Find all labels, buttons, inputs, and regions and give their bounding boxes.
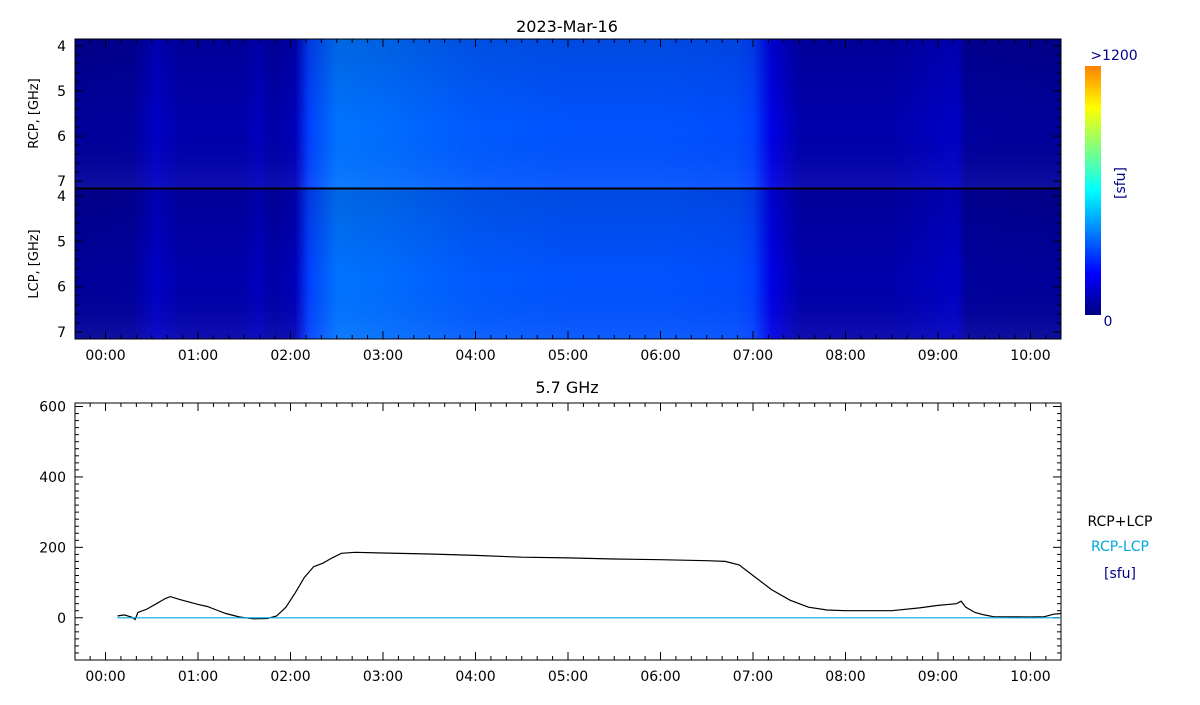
heatmap-xtick-label: 03:00 xyxy=(363,348,403,364)
lcp-heatmap-shading xyxy=(75,189,1061,339)
legend-units-label: [sfu] xyxy=(1104,566,1136,582)
rcp-ytick-label: 7 xyxy=(57,174,66,190)
colorbar-min-label: 0 xyxy=(1104,314,1113,330)
line-ytick-label: 0 xyxy=(57,611,66,627)
line-xtick-label: 02:00 xyxy=(270,669,310,685)
heatmap-xtick-label: 10:00 xyxy=(1010,348,1050,364)
rcp-ytick-label: 5 xyxy=(57,84,66,100)
rcp-ylabel: RCP, [GHz] xyxy=(27,78,42,148)
heatmap-xtick-label: 06:00 xyxy=(640,348,680,364)
line-xtick-label: 01:00 xyxy=(178,669,218,685)
heatmap-xtick-label: 08:00 xyxy=(825,348,865,364)
lcp-ytick-label: 4 xyxy=(57,189,66,205)
colorbar-max-label: >1200 xyxy=(1090,48,1137,64)
rcp-ytick-label: 6 xyxy=(57,129,66,145)
legend-sum-label: RCP+LCP xyxy=(1088,514,1153,530)
colorbar: >1200 0 [sfu] xyxy=(1085,48,1138,330)
colorbar-unit-label: [sfu] xyxy=(1113,167,1129,199)
line-xtick-label: 09:00 xyxy=(918,669,958,685)
figure-title: 2023-Mar-16 xyxy=(516,17,618,36)
heatmap-xtick-label: 07:00 xyxy=(733,348,773,364)
line-xtick-label: 03:00 xyxy=(363,669,403,685)
line-xtick-label: 04:00 xyxy=(455,669,495,685)
line-panel-title: 5.7 GHz xyxy=(535,378,598,397)
legend-diff-label: RCP-LCP xyxy=(1091,539,1149,555)
line-panel: 5.7 GHz 0 200 400 600 00:00 01:00 02:00 03:00 04:… xyxy=(39,378,1062,685)
line-xtick-label: 10:00 xyxy=(1010,669,1050,685)
line-xtick-label: 08:00 xyxy=(825,669,865,685)
legend: RCP+LCP RCP-LCP [sfu] xyxy=(1088,514,1153,582)
lcp-ytick-label: 7 xyxy=(57,325,66,341)
heatmap-panels: 4 5 6 7 RCP, [GHz] 4 5 6 7 LCP, [GHz] 00:00 01:00 02… xyxy=(27,38,1062,364)
line-ytick-label: 200 xyxy=(39,540,66,556)
heatmap-xtick-label: 01:00 xyxy=(178,348,218,364)
line-ytick-label: 600 xyxy=(39,400,66,416)
colorbar-gradient-bar xyxy=(1085,66,1101,315)
heatmap-xtick-label: 02:00 xyxy=(270,348,310,364)
rcp-heatmap-shading xyxy=(75,39,1061,188)
lcp-ytick-label: 6 xyxy=(57,280,66,296)
lcp-ylabel: LCP, [GHz] xyxy=(27,229,42,298)
heatmap-xtick-label: 09:00 xyxy=(918,348,958,364)
lcp-ytick-label: 5 xyxy=(57,234,66,250)
line-xtick-label: 00:00 xyxy=(85,669,125,685)
heatmap-xtick-label: 00:00 xyxy=(85,348,125,364)
heatmap-xtick-label: 04:00 xyxy=(455,348,495,364)
line-panel-frame xyxy=(74,402,1062,661)
rcp-ytick-label: 4 xyxy=(57,39,66,55)
series-line-rcp-plus-lcp xyxy=(117,551,1062,621)
line-xtick-label: 07:00 xyxy=(733,669,773,685)
line-xtick-label: 05:00 xyxy=(548,669,588,685)
line-xtick-label: 06:00 xyxy=(640,669,680,685)
line-ytick-label: 400 xyxy=(39,470,66,486)
heatmap-xtick-label: 05:00 xyxy=(548,348,588,364)
